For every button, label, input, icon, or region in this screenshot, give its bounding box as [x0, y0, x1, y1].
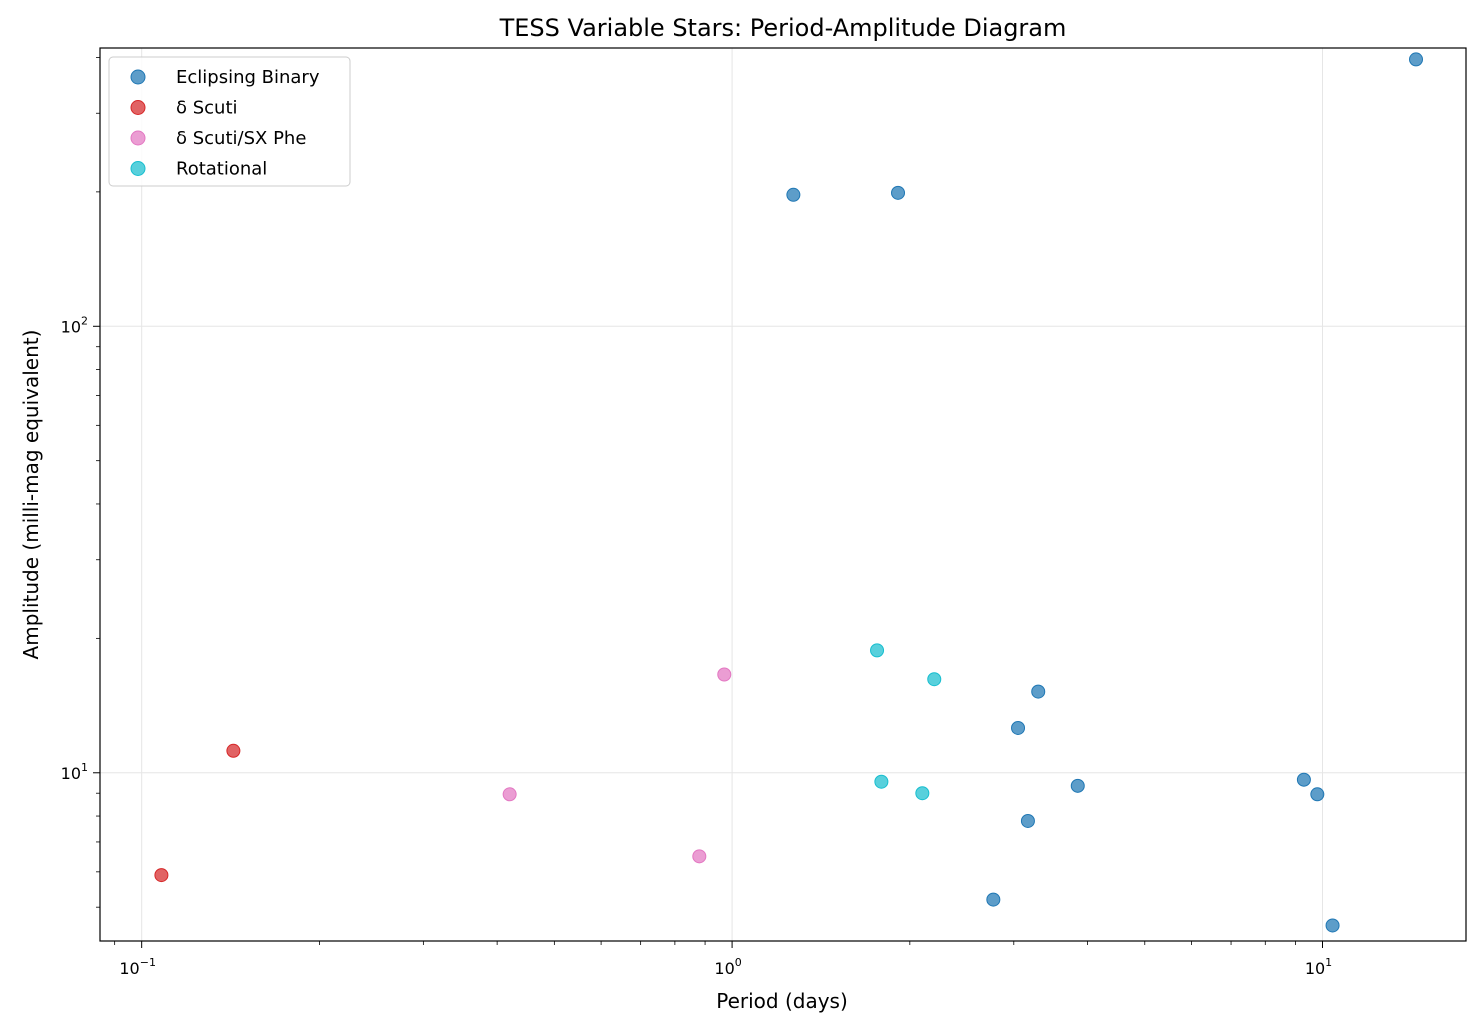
y-tick-label: 102: [61, 314, 88, 336]
x-axis-label: Period (days): [716, 989, 848, 1013]
point-eclipsing-binary: [1020, 813, 1035, 828]
legend-label: Rotational: [176, 159, 267, 180]
x-tick-label: 100: [714, 956, 741, 978]
ticks-layer: 10−1 100 101 101 102: [61, 57, 1332, 978]
y-tick-label: 101: [61, 761, 88, 783]
points-layer: [154, 52, 1424, 933]
y-axis-label: Amplitude (milli-mag equivalent): [19, 330, 43, 660]
legend-marker: [130, 100, 146, 115]
point-rotational: [915, 786, 930, 801]
point-eclipsing-binary: [1325, 918, 1340, 933]
point-scuti-sx-phe: [502, 787, 517, 802]
legend-label: δ Scuti: [176, 98, 238, 119]
point-eclipsing-binary: [891, 185, 906, 200]
point-eclipsing-binary: [1409, 52, 1424, 67]
point-rotational: [874, 774, 889, 789]
legend-box: [108, 56, 351, 187]
x-tick-label: 101: [1305, 956, 1332, 978]
point-eclipsing-binary: [786, 187, 801, 202]
point-eclipsing-binary: [1310, 787, 1325, 802]
point-rotational: [870, 643, 885, 658]
x-tick-label: 10−1: [119, 956, 156, 978]
chart-title: TESS Variable Stars: Period-Amplitude Di…: [499, 14, 1067, 42]
point-eclipsing-binary: [1031, 684, 1046, 699]
point-eclipsing-binary: [1070, 778, 1085, 793]
point-scuti-sx-phe: [692, 849, 707, 864]
legend-label: Eclipsing Binary: [176, 67, 320, 88]
legend-marker: [130, 130, 146, 146]
grid-layer: [100, 48, 1466, 941]
point-scuti: [154, 868, 169, 883]
legend-marker: [130, 161, 146, 176]
point-eclipsing-binary: [986, 892, 1001, 907]
point-scuti: [226, 743, 241, 758]
legend: Eclipsing Binary δ Scuti δ Scuti/SX Phe Rot…: [108, 56, 351, 187]
plot-frame: [99, 47, 1467, 942]
point-rotational: [927, 672, 942, 687]
point-eclipsing-binary: [1011, 720, 1026, 735]
point-scuti-sx-phe: [717, 667, 732, 682]
legend-label: δ Scuti/SX Phe: [176, 128, 306, 149]
legend-marker: [130, 69, 146, 85]
point-eclipsing-binary: [1296, 772, 1311, 787]
